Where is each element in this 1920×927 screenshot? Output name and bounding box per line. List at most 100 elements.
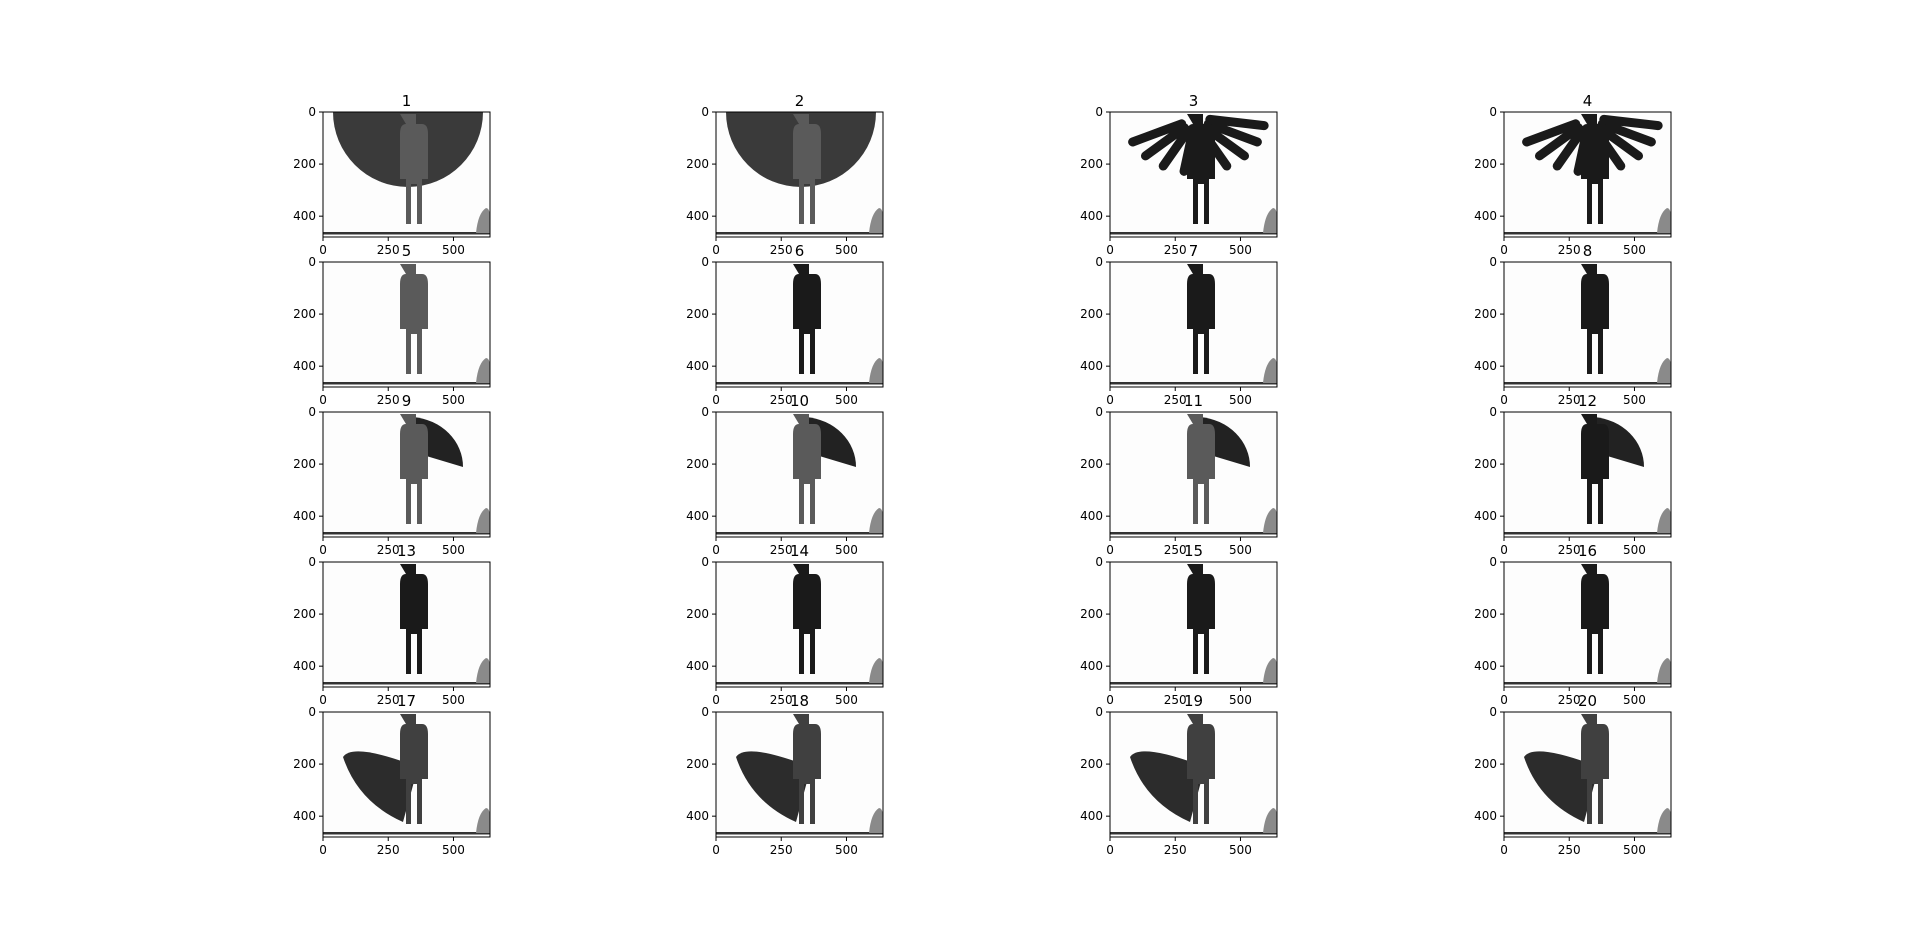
- x-tick-label: 0: [1500, 843, 1508, 857]
- panel-14: 14 0 250 500 0 200 400: [686, 542, 884, 707]
- y-tick-label: 200: [1474, 307, 1497, 321]
- depth-silhouette: [323, 414, 491, 535]
- x-tick-label: 250: [1558, 693, 1581, 707]
- y-tick-label: 0: [1095, 255, 1103, 269]
- y-tick-label: 200: [1080, 607, 1103, 621]
- panel-10: 10 0 250 500 0 200 400: [686, 392, 884, 557]
- depth-silhouette: [1504, 564, 1672, 685]
- axes-frame: [1503, 111, 1672, 238]
- y-tick-label: 400: [1080, 509, 1103, 523]
- panel-6: 6 0 250 500 0 200 400: [686, 242, 884, 407]
- axes-frame: [322, 411, 491, 538]
- y-tick-label: 200: [686, 607, 709, 621]
- x-tick-label: 0: [319, 393, 327, 407]
- x-tick-label: 250: [377, 393, 400, 407]
- y-tick-label: 0: [1095, 105, 1103, 119]
- depth-silhouette: [323, 714, 491, 835]
- panel-11: 11 0 250 500 0 200 400: [1080, 392, 1278, 557]
- x-tick-label: 250: [377, 243, 400, 257]
- x-tick-label: 0: [712, 243, 720, 257]
- y-tick-label: 400: [686, 509, 709, 523]
- x-tick-label: 500: [835, 693, 858, 707]
- panel-2: 2 0 250 500 0 200 400: [686, 92, 884, 257]
- axes-frame: [1503, 261, 1672, 388]
- panel-18: 18 0 250 500 0 200 400: [686, 692, 884, 857]
- panel-title: 7: [1189, 242, 1199, 260]
- panel-9: 9 0 250 500 0 200 400: [293, 392, 491, 557]
- y-tick-label: 200: [1080, 757, 1103, 771]
- panel-17: 17 0 250 500 0 200 400: [293, 692, 491, 857]
- depth-silhouette: [323, 264, 491, 385]
- x-tick-label: 250: [770, 393, 793, 407]
- axes-frame: [322, 711, 491, 838]
- axes-frame: [715, 261, 884, 388]
- axes-frame: [715, 111, 884, 238]
- x-tick-label: 250: [770, 543, 793, 557]
- y-tick-label: 400: [1474, 209, 1497, 223]
- y-tick-label: 200: [1080, 457, 1103, 471]
- depth-silhouette: [1110, 114, 1278, 235]
- x-tick-label: 0: [712, 393, 720, 407]
- panel-19: 19 0 250 500 0 200 400: [1080, 692, 1278, 857]
- y-tick-label: 400: [686, 209, 709, 223]
- x-tick-label: 0: [319, 843, 327, 857]
- x-tick-label: 250: [770, 693, 793, 707]
- panel-title: 9: [402, 392, 412, 410]
- panel-15: 15 0 250 500 0 200 400: [1080, 542, 1278, 707]
- y-tick-label: 0: [308, 555, 316, 569]
- y-tick-label: 0: [701, 705, 709, 719]
- panel-title: 6: [795, 242, 805, 260]
- y-tick-label: 0: [308, 705, 316, 719]
- x-tick-label: 0: [1500, 393, 1508, 407]
- y-tick-label: 200: [686, 307, 709, 321]
- y-tick-label: 400: [293, 509, 316, 523]
- axes-frame: [1109, 561, 1278, 688]
- x-tick-label: 250: [1558, 543, 1581, 557]
- axes-frame: [1109, 711, 1278, 838]
- x-tick-label: 500: [1623, 243, 1646, 257]
- x-tick-label: 250: [770, 843, 793, 857]
- y-tick-label: 0: [1489, 255, 1497, 269]
- panel-title: 13: [397, 542, 416, 560]
- panel-7: 7 0 250 500 0 200 400: [1080, 242, 1278, 407]
- y-tick-label: 0: [701, 405, 709, 419]
- depth-silhouette: [1504, 264, 1672, 385]
- panel-8: 8 0 250 500 0 200 400: [1474, 242, 1672, 407]
- x-tick-label: 250: [1558, 843, 1581, 857]
- y-tick-label: 0: [701, 105, 709, 119]
- depth-silhouette: [323, 112, 491, 235]
- y-tick-label: 400: [1474, 509, 1497, 523]
- axes-frame: [1109, 261, 1278, 388]
- y-tick-label: 200: [1080, 157, 1103, 171]
- panel-title: 17: [397, 692, 416, 710]
- y-tick-label: 200: [293, 607, 316, 621]
- depth-silhouette: [716, 714, 884, 835]
- panel-title: 5: [402, 242, 412, 260]
- panel-title: 1: [402, 92, 412, 110]
- x-tick-label: 250: [1164, 243, 1187, 257]
- panel-title: 18: [790, 692, 809, 710]
- y-tick-label: 400: [1474, 359, 1497, 373]
- depth-silhouette: [1110, 564, 1278, 685]
- y-tick-label: 400: [686, 809, 709, 823]
- axes-frame: [1503, 561, 1672, 688]
- axes-frame: [715, 711, 884, 838]
- depth-silhouette: [323, 564, 491, 685]
- y-tick-label: 400: [1080, 809, 1103, 823]
- x-tick-label: 0: [319, 243, 327, 257]
- x-tick-label: 500: [835, 543, 858, 557]
- depth-silhouette: [716, 112, 884, 235]
- x-tick-label: 500: [835, 843, 858, 857]
- depth-silhouette: [1110, 414, 1278, 535]
- y-tick-label: 400: [1080, 209, 1103, 223]
- x-tick-label: 0: [1106, 543, 1114, 557]
- y-tick-label: 400: [686, 659, 709, 673]
- x-tick-label: 500: [1623, 393, 1646, 407]
- x-tick-label: 500: [1623, 843, 1646, 857]
- depth-silhouette: [716, 564, 884, 685]
- x-tick-label: 0: [1500, 543, 1508, 557]
- y-tick-label: 200: [686, 157, 709, 171]
- axes-frame: [715, 411, 884, 538]
